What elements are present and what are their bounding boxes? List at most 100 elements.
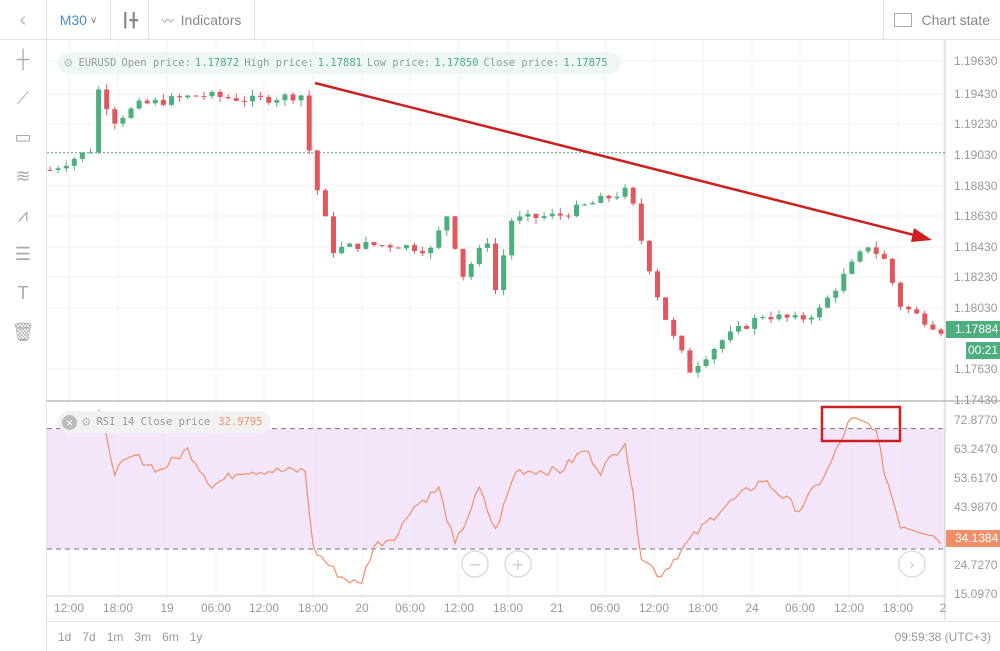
time-axis-label: 06:00 <box>784 601 816 615</box>
drawing-tools-sidebar: ┼ ⟋ ▭ ≋ ⩘ ☰ T 🗑 <box>0 40 47 651</box>
range-3m[interactable]: 3m <box>134 629 152 644</box>
candle-body <box>241 100 247 102</box>
range-1d[interactable]: 1d <box>58 629 72 644</box>
candle-body <box>112 109 118 124</box>
close-indicator-icon[interactable]: ✕ <box>62 414 77 430</box>
candle-body <box>663 297 669 320</box>
time-axis-label: 2 <box>939 601 947 615</box>
chart-type-button[interactable]: ┃╋ <box>111 0 149 40</box>
candle-body <box>47 169 53 171</box>
price-axis-label: 1.19430 <box>954 87 998 101</box>
candle-body <box>387 245 393 248</box>
candle-body <box>744 325 750 329</box>
zoom-out-icon: − <box>468 555 481 574</box>
rectangle-icon[interactable]: ▭ <box>14 127 32 147</box>
chart-state-label: Chart state <box>921 12 990 28</box>
candle-body <box>412 245 417 252</box>
candle-body <box>549 213 555 217</box>
candle-body <box>460 248 466 277</box>
candle-body <box>590 202 596 205</box>
candlestick-icon: ┃╋ <box>121 11 138 28</box>
rsi-band <box>47 428 945 550</box>
candle-body <box>298 95 304 101</box>
symbol: EURUSD <box>78 57 117 69</box>
time-axis-label: 24 <box>745 601 759 615</box>
rsi-label: RSI 14 Close price <box>96 416 211 428</box>
candle-body <box>727 331 733 341</box>
candle-body <box>833 290 839 298</box>
candle-body <box>128 108 134 118</box>
candle-body <box>817 307 822 318</box>
bottom-bar: 1d 7d 1m 3m 6m 1y 09:59:38 (UTC+3) <box>47 621 1000 651</box>
clock: 09:59:38 (UTC+3) <box>894 629 991 644</box>
high-label: High price: <box>244 57 314 69</box>
candle-body <box>266 96 272 103</box>
current-price-tag: 1.17884 <box>946 321 1000 338</box>
scroll-right-button[interactable] <box>898 550 926 578</box>
channel-icon[interactable]: ≋ <box>15 166 31 186</box>
range-6m[interactable]: 6m <box>162 629 179 644</box>
candle-body <box>525 213 531 217</box>
candle-body <box>889 258 895 283</box>
candle-body <box>574 204 579 217</box>
timeframe-dropdown[interactable]: M30 ∨ <box>47 0 111 40</box>
arrow-head-icon <box>911 228 932 242</box>
candle-body <box>630 187 636 204</box>
candle-body <box>760 317 766 319</box>
rsi-axis-label: 24.7270 <box>954 558 998 572</box>
candle-body <box>776 314 782 320</box>
candle-body <box>339 246 345 254</box>
back-chevron-icon[interactable]: ‹ <box>0 0 47 40</box>
candle-body <box>379 245 385 247</box>
range-7d[interactable]: 7d <box>82 629 96 644</box>
candle-body <box>582 204 588 206</box>
chart-state-button[interactable]: Chart state <box>882 0 1000 40</box>
candle-body <box>622 187 628 197</box>
candle-countdown: 00:21 <box>966 342 1000 359</box>
time-axis-label: 12:00 <box>638 601 670 615</box>
settings-gear-icon[interactable]: ⚙ <box>64 55 73 71</box>
candle-body <box>638 203 644 241</box>
candle-body <box>177 96 183 98</box>
candle-body <box>420 251 426 254</box>
price-axis-label: 1.18830 <box>954 179 998 193</box>
candle-body <box>857 251 863 262</box>
fibonacci-levels-icon[interactable]: ☰ <box>14 244 32 264</box>
candle-body <box>501 255 507 291</box>
zoom-in-icon: + <box>511 555 524 574</box>
low-label: Low price: <box>367 57 431 69</box>
candle-body <box>517 216 523 221</box>
zoom-out-button[interactable] <box>461 550 489 578</box>
candle-body <box>679 335 685 351</box>
candle-body <box>914 309 920 314</box>
candle-body <box>71 158 77 166</box>
candle-body <box>233 98 239 101</box>
time-axis-label: 12:00 <box>443 601 475 615</box>
zoom-in-button[interactable] <box>504 550 532 578</box>
candle-body <box>865 247 871 252</box>
indicators-button[interactable]: 〰 Indicators <box>149 0 255 40</box>
price-axis-label: 1.19230 <box>954 117 998 131</box>
rsi-axis-label: 63.2470 <box>954 442 998 456</box>
rsi-legend: ✕ ⚙ RSI 14 Close price 32.9795 <box>58 411 271 433</box>
candle-body <box>711 348 717 360</box>
trash-icon[interactable]: 🗑 <box>11 322 35 342</box>
candle-body <box>274 100 280 103</box>
trendline-icon[interactable]: ⟋ <box>16 88 30 108</box>
rsi-axis-label: 53.6170 <box>954 471 998 485</box>
candle-body <box>331 216 336 254</box>
range-1m[interactable]: 1m <box>106 629 124 644</box>
candle-body <box>403 245 409 249</box>
crosshair-icon[interactable]: ┼ <box>16 49 30 69</box>
candle-body <box>922 313 928 325</box>
open-label: Open price: <box>121 57 191 69</box>
candle-body <box>719 340 725 349</box>
text-tool-icon[interactable]: T <box>17 283 29 303</box>
candle-body <box>322 190 328 217</box>
fibonacci-fan-icon[interactable]: ⩘ <box>17 205 29 225</box>
candle-body <box>825 297 831 308</box>
settings-gear-icon[interactable]: ⚙ <box>82 414 91 430</box>
close-label: Close price: <box>483 57 560 69</box>
range-1y[interactable]: 1y <box>189 629 203 644</box>
